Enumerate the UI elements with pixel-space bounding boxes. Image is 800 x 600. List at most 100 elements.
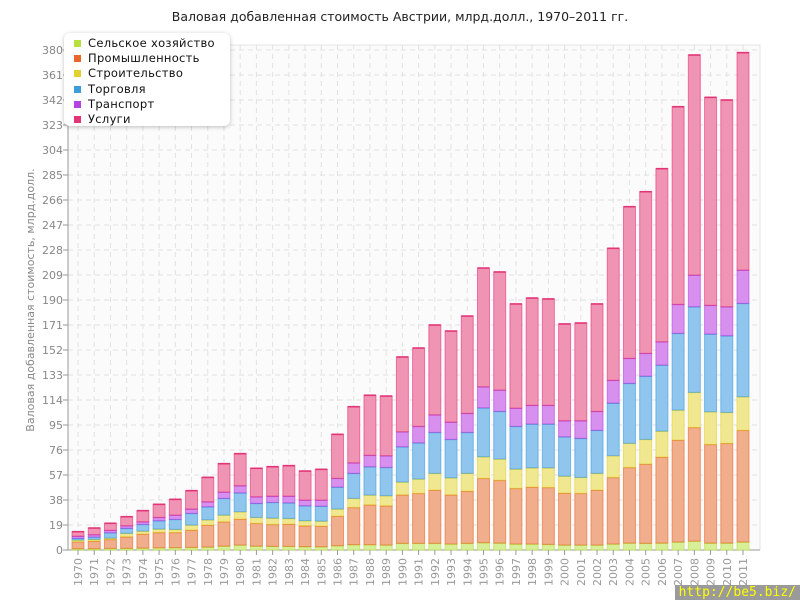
y-tick-label: 0 <box>56 544 63 557</box>
bar-segment-2 <box>120 536 134 549</box>
legend-label: Торговля <box>88 81 146 96</box>
y-tick-label: 190 <box>42 294 63 307</box>
bar-segment-5 <box>558 420 572 438</box>
bar-segment-5 <box>249 496 263 504</box>
bar-segment-2 <box>671 439 685 543</box>
bar-segment-6 <box>509 303 523 409</box>
bar-segment-2 <box>217 521 231 547</box>
bar-segment-3 <box>704 411 718 445</box>
bar-segment-2 <box>298 525 312 548</box>
x-tick-label: 1986 <box>332 558 345 586</box>
bar-segment-2 <box>428 489 442 544</box>
x-tick-label: 2008 <box>688 558 701 586</box>
x-tick-label: 1981 <box>250 558 263 586</box>
bar-segment-4 <box>249 502 263 518</box>
bar-segment-1 <box>412 542 426 551</box>
bar-segment-6 <box>476 267 490 388</box>
bar-segment-4 <box>444 438 458 479</box>
x-tick-label: 2004 <box>623 558 636 586</box>
bar-segment-6 <box>120 516 134 527</box>
legend-swatch <box>74 116 81 123</box>
x-tick-label: 1984 <box>299 558 312 586</box>
bar-segment-6 <box>201 476 215 503</box>
bar-segment-6 <box>606 247 620 381</box>
bar-segment-2 <box>525 486 539 545</box>
legend-swatch <box>74 70 81 78</box>
bar-segment-5 <box>704 304 718 335</box>
x-tick-label: 1976 <box>169 558 182 586</box>
bar-segment-4 <box>622 382 636 444</box>
bar-segment-4 <box>136 523 150 532</box>
bar-segment-2 <box>233 518 247 546</box>
x-tick-label: 2003 <box>607 558 620 586</box>
legend-item[interactable]: Услуги <box>74 112 131 126</box>
bar-segment-4 <box>168 518 182 530</box>
bar-segment-3 <box>379 495 393 507</box>
bar-segment-1 <box>687 540 701 551</box>
x-tick-label: 2009 <box>705 558 718 586</box>
bar-segment-6 <box>444 330 458 423</box>
y-tick-label: 285 <box>42 169 63 182</box>
x-tick-label: 1971 <box>88 558 101 586</box>
legend-item[interactable]: Торговля <box>74 81 146 96</box>
bar-segment-3 <box>363 494 377 506</box>
bar-segment-2 <box>590 489 604 546</box>
bar-segment-6 <box>314 468 328 501</box>
x-tick-label: 1991 <box>413 558 426 586</box>
bar-segment-4 <box>541 423 555 469</box>
bar-segment-2 <box>460 490 474 544</box>
bar-segment-2 <box>71 541 85 550</box>
bar-segment-4 <box>639 375 653 440</box>
x-tick-label: 2010 <box>721 558 734 586</box>
y-tick-label: 228 <box>42 244 63 257</box>
y-tick-label: 247 <box>42 219 63 232</box>
bar-segment-2 <box>476 477 490 544</box>
legend-label: Транспорт <box>88 96 155 111</box>
legend-item[interactable]: Транспорт <box>74 96 155 111</box>
bar-segment-2 <box>444 494 458 545</box>
bar-segment-1 <box>493 542 507 551</box>
legend-item[interactable]: Сельское хозяйство <box>74 36 215 50</box>
bar-segment-2 <box>282 523 296 547</box>
bar-segment-2 <box>704 443 718 544</box>
bar-segment-5 <box>266 495 280 503</box>
bar-segment-5 <box>347 462 361 474</box>
bar-segment-5 <box>233 485 247 494</box>
bar-segment-2 <box>363 504 377 546</box>
legend-swatch <box>74 55 81 63</box>
legend-item[interactable]: Промышленность <box>74 51 200 66</box>
bar-segment-1 <box>622 542 636 551</box>
bar-segment-5 <box>509 407 523 427</box>
bar-segment-5 <box>379 455 393 468</box>
y-tick-label: 209 <box>42 269 63 282</box>
bar-segment-5 <box>493 389 507 412</box>
bar-segment-5 <box>476 386 490 409</box>
bar-segment-3 <box>671 409 685 441</box>
x-tick-label: 1977 <box>186 558 199 586</box>
bar-segment-2 <box>87 540 101 550</box>
bar-segment-6 <box>298 470 312 501</box>
bar-segment-5 <box>622 357 636 384</box>
bar-segment-6 <box>704 96 718 306</box>
bar-segment-2 <box>606 476 620 545</box>
bar-segment-6 <box>152 503 166 518</box>
bar-segment-3 <box>558 475 572 494</box>
bar-segment-4 <box>412 442 426 480</box>
x-tick-label: 2007 <box>672 558 685 586</box>
legend-label: Промышленность <box>88 51 200 66</box>
bar-segment-6 <box>87 527 101 536</box>
bar-segment-4 <box>606 402 620 457</box>
bar-segment-6 <box>671 106 685 305</box>
legend-item[interactable]: Строительство <box>74 66 183 80</box>
bar-segment-3 <box>282 517 296 525</box>
bar-segment-2 <box>201 524 215 548</box>
bar-segment-3 <box>687 391 701 428</box>
bar-segment-1 <box>671 541 685 551</box>
bar-segment-4 <box>201 506 215 521</box>
x-tick-label: 1996 <box>494 558 507 586</box>
bar-segment-6 <box>331 433 345 479</box>
x-tick-label: 1972 <box>104 558 117 586</box>
bar-segment-5 <box>314 499 328 507</box>
bar-segment-3 <box>509 468 523 489</box>
y-tick-label: 76 <box>49 444 63 457</box>
